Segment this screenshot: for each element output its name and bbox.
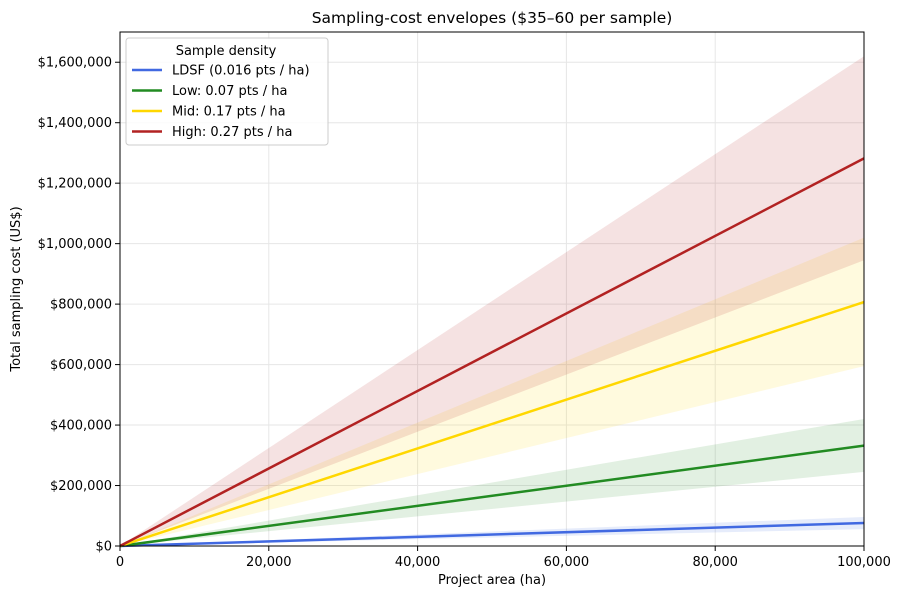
series-lines [119,157,865,548]
x-tick-label: 60,000 [544,555,590,570]
legend-label: Mid: 0.17 pts / ha [172,105,286,120]
series-band [120,56,864,547]
legend-title: Sample density [176,44,277,59]
legend-label: Low: 0.07 pts / ha [172,84,287,99]
legend-label: High: 0.27 pts / ha [172,125,292,140]
series-band [120,419,864,546]
y-tick-label: $0 [95,540,112,555]
series-line [119,300,865,548]
x-tick-label: 20,000 [246,555,292,570]
grid-lines [119,32,865,547]
y-tick-label: $400,000 [50,419,112,434]
legend-items: LDSF (0.016 pts / ha) Low: 0.07 pts / ha M… [132,64,310,140]
series-band [120,237,864,546]
y-tick-label: $1,000,000 [38,237,112,252]
plot-frame [119,31,865,547]
x-tick-label: 80,000 [692,555,738,570]
confidence-bands [120,56,864,547]
chart-title: Sampling-cost envelopes ($35–60 per samp… [312,9,673,27]
series-band [120,516,864,546]
y-tick-label: $800,000 [50,298,112,313]
x-tick-label: 0 [116,555,124,570]
series-line [119,444,865,548]
x-axis-title: Project area (ha) [438,573,546,588]
y-tick-label: $600,000 [50,358,112,373]
legend: Sample density LDSF (0.016 pts / ha) Low:… [125,37,329,146]
y-axis-title: Total sampling cost (US$) [9,206,24,372]
x-tick-label: 40,000 [395,555,441,570]
y-tick-label: $1,200,000 [38,177,112,192]
legend-label: LDSF (0.016 pts / ha) [172,64,310,79]
y-tick-label: $200,000 [50,479,112,494]
series-line [119,157,865,548]
x-tick-label: 100,000 [837,555,891,570]
series-line [119,521,865,548]
y-tick-label: $1,600,000 [38,56,112,71]
legend-box [125,37,329,146]
x-axis-ticks: 0 20,000 40,000 60,000 80,000 100,000 [116,546,891,570]
y-tick-label: $1,400,000 [38,116,112,131]
y-axis-ticks: $0 $200,000 $400,000 $600,000 $800,000 $1,000… [38,56,120,555]
